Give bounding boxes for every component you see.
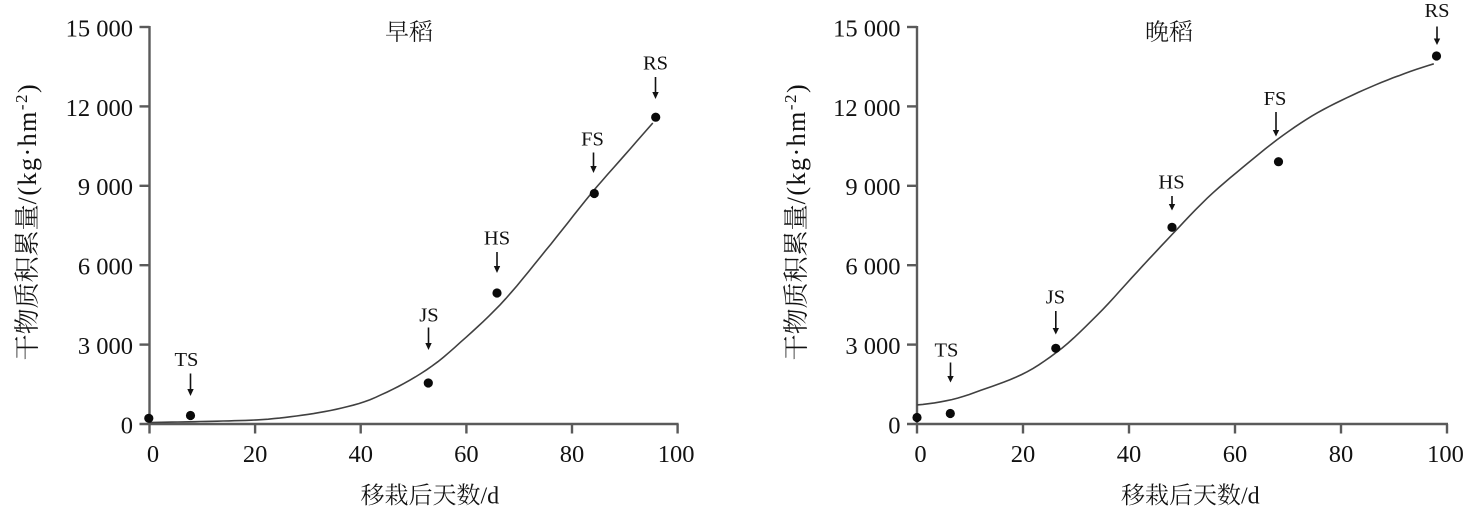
svg-text:80: 80 (560, 441, 585, 468)
svg-text:0: 0 (888, 412, 900, 439)
svg-text:60: 60 (1223, 441, 1248, 468)
svg-text:3 000: 3 000 (845, 333, 900, 360)
svg-text:/d: /d (481, 484, 500, 510)
svg-text:JS: JS (419, 305, 438, 327)
svg-text:TS: TS (175, 349, 199, 371)
svg-text:20: 20 (243, 441, 268, 468)
svg-text:HS: HS (484, 228, 510, 250)
svg-text:RS: RS (1424, 0, 1449, 22)
svg-text:0: 0 (914, 441, 926, 468)
svg-text:15 000: 15 000 (833, 15, 900, 42)
svg-text:60: 60 (454, 441, 479, 468)
svg-text:HS: HS (1158, 172, 1184, 194)
svg-text:/d: /d (1241, 484, 1260, 510)
svg-text:JS: JS (1046, 287, 1065, 309)
svg-text:12 000: 12 000 (66, 95, 133, 122)
svg-text:12 000: 12 000 (833, 95, 900, 122)
svg-text:40: 40 (1117, 441, 1142, 468)
svg-text:6 000: 6 000 (78, 254, 133, 281)
svg-text:100: 100 (1427, 441, 1464, 468)
svg-text:0: 0 (147, 441, 159, 468)
svg-text:6 000: 6 000 (845, 254, 900, 281)
svg-text:TS: TS (935, 340, 959, 362)
svg-text:RS: RS (643, 53, 668, 75)
svg-text:9 000: 9 000 (78, 174, 133, 201)
svg-text:100: 100 (658, 441, 695, 468)
svg-text:0: 0 (121, 412, 133, 439)
svg-text:40: 40 (348, 441, 373, 468)
svg-text:FS: FS (1264, 88, 1287, 110)
svg-text:80: 80 (1329, 441, 1354, 468)
svg-text:20: 20 (1011, 441, 1036, 468)
svg-text:FS: FS (581, 129, 604, 151)
svg-text:15 000: 15 000 (66, 15, 133, 42)
svg-text:3 000: 3 000 (78, 333, 133, 360)
svg-text:9 000: 9 000 (845, 174, 900, 201)
